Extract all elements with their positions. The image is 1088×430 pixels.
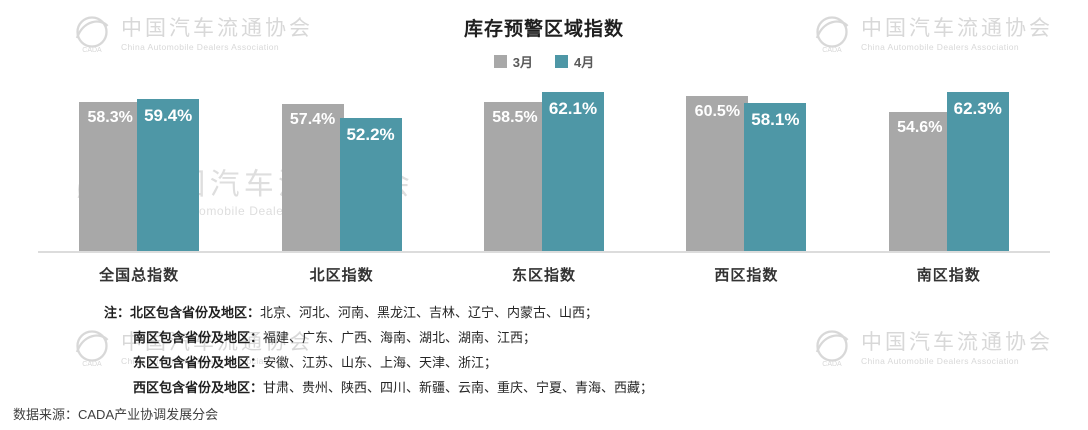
category-label: 西区指数 xyxy=(714,267,779,284)
bar-value-label: 52.2% xyxy=(346,125,395,144)
bar-value-label: 58.5% xyxy=(492,109,538,126)
bar-value-label: 57.4% xyxy=(289,111,336,128)
note-region-label: 南区包含省份及地区： xyxy=(133,330,264,345)
legend-label: 4月 xyxy=(574,55,595,70)
bar-value-label: 58.3% xyxy=(87,109,133,126)
category-label: 南区指数 xyxy=(916,267,981,284)
bar-value-label: 62.1% xyxy=(548,99,598,118)
bar-group: 57.4% 52.2% 北区指数 xyxy=(281,85,402,285)
bar-value-label: 58.1% xyxy=(751,110,800,129)
bar-pair: 58.5% 62.1% xyxy=(483,85,604,251)
bar-april: 58.1% xyxy=(744,103,807,251)
bar-march: 60.5% xyxy=(686,96,749,251)
note-line: 注：北区包含省份及地区：北京、河北、河南、黑龙江、吉林、辽宁、内蒙古、山西； xyxy=(104,300,1088,325)
bar-value-label: 62.3% xyxy=(953,99,1002,118)
bar-value-label: 59.4% xyxy=(144,106,193,125)
bar-pair: 60.5% 58.1% xyxy=(686,85,807,251)
bar-april: 52.2% xyxy=(339,118,402,251)
note-provinces-text: 安徽、江苏、山东、上海、天津、浙江； xyxy=(263,355,498,370)
x-axis-line xyxy=(38,251,1050,253)
note-region-label: 东区包含省份及地区： xyxy=(133,355,264,370)
note-region-label: 北区包含省份及地区： xyxy=(130,305,261,320)
chart-title: 库存预警区域指数 xyxy=(463,19,624,40)
plot-area: 58.3% 59.4% 全国总指数 57.4% 52.2% 北区指数 58.5% 62.1% 东… xyxy=(38,85,1050,285)
note-line: 东区包含省份及地区：安徽、江苏、山东、上海、天津、浙江； xyxy=(104,350,1088,375)
chart-legend: 3月 4月 xyxy=(0,52,1088,71)
bar-march: 57.4% xyxy=(281,104,344,251)
category-label: 北区指数 xyxy=(309,267,374,284)
bar-group: 58.5% 62.1% 东区指数 xyxy=(483,85,604,285)
legend-item-march: 3月 xyxy=(493,52,533,71)
note-prefix: 注： xyxy=(104,305,131,320)
region-notes: 注：北区包含省份及地区：北京、河北、河南、黑龙江、吉林、辽宁、内蒙古、山西； 南区… xyxy=(104,300,1088,400)
note-line: 西区包含省份及地区：甘肃、贵州、陕西、四川、新疆、云南、重庆、宁夏、青海、西藏； xyxy=(104,375,1088,400)
legend-swatch xyxy=(493,55,507,68)
bar-march: 54.6% xyxy=(888,112,951,251)
bar-group: 54.6% 62.3% 南区指数 xyxy=(888,85,1009,285)
category-label: 东区指数 xyxy=(511,267,576,284)
legend-item-april: 4月 xyxy=(555,52,594,71)
note-provinces-text: 甘肃、贵州、陕西、四川、新疆、云南、重庆、宁夏、青海、西藏； xyxy=(263,380,654,395)
bar-pair: 57.4% 52.2% xyxy=(281,85,402,251)
legend-label: 3月 xyxy=(512,55,533,70)
note-provinces-text: 北京、河北、河南、黑龙江、吉林、辽宁、内蒙古、山西； xyxy=(260,305,599,320)
note-line: 南区包含省份及地区：福建、广东、广西、海南、湖北、湖南、江西； xyxy=(104,325,1088,350)
bar-pair: 58.3% 59.4% xyxy=(79,85,200,251)
category-label: 全国总指数 xyxy=(99,267,180,284)
bar-april: 59.4% xyxy=(137,99,200,251)
note-region-label: 西区包含省份及地区： xyxy=(133,380,264,395)
bar-value-label: 54.6% xyxy=(897,119,943,136)
bar-march: 58.5% xyxy=(483,102,546,251)
note-provinces-text: 福建、广东、广西、海南、湖北、湖南、江西； xyxy=(263,330,537,345)
bar-value-label: 60.5% xyxy=(694,103,741,120)
bar-pair: 54.6% 62.3% xyxy=(888,85,1009,251)
bar-groups: 58.3% 59.4% 全国总指数 57.4% 52.2% 北区指数 58.5% 62.1% 东… xyxy=(38,85,1050,285)
bar-march: 58.3% xyxy=(79,102,142,251)
bar-group: 58.3% 59.4% 全国总指数 xyxy=(79,85,200,285)
legend-swatch xyxy=(555,55,568,68)
bar-april: 62.1% xyxy=(541,92,604,251)
bar-group: 60.5% 58.1% 西区指数 xyxy=(686,85,807,285)
bar-april: 62.3% xyxy=(946,92,1009,251)
data-source-text: 数据来源：CADA产业协调发展分会 xyxy=(13,407,219,422)
